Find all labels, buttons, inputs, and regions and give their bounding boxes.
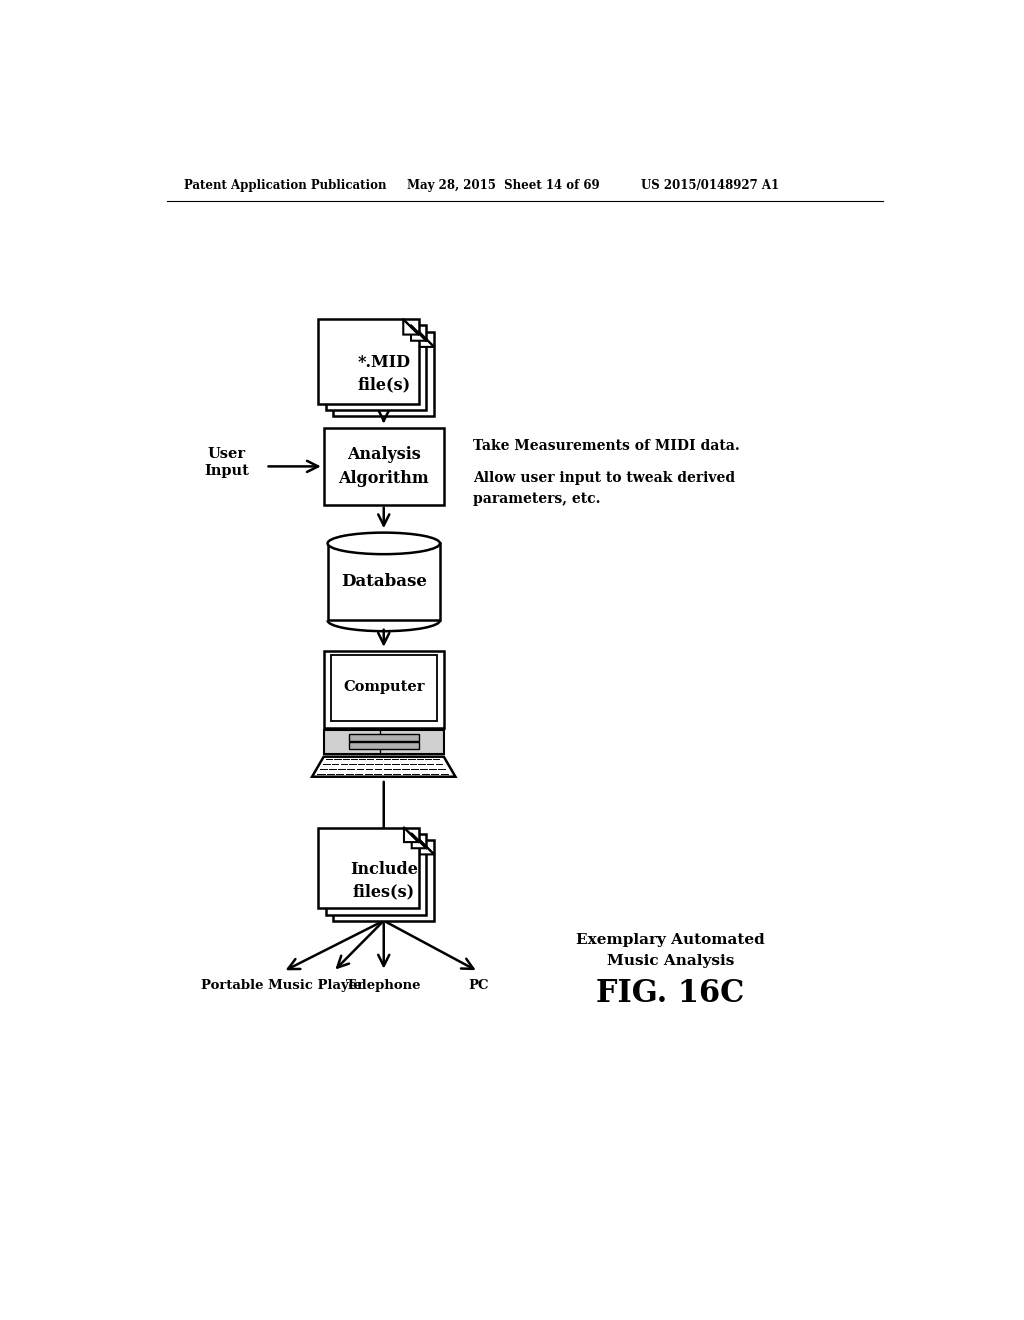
Text: Database: Database: [341, 573, 427, 590]
Polygon shape: [411, 326, 426, 341]
Polygon shape: [334, 840, 434, 921]
Text: FIG. 16C: FIG. 16C: [596, 978, 744, 1010]
Text: Computer: Computer: [343, 680, 425, 694]
Text: parameters, etc.: parameters, etc.: [473, 492, 601, 506]
Text: Portable Music Player: Portable Music Player: [202, 979, 365, 993]
Polygon shape: [324, 651, 443, 729]
Polygon shape: [419, 331, 434, 347]
Text: Include
files(s): Include files(s): [350, 861, 418, 900]
Text: Take Measurements of MIDI data.: Take Measurements of MIDI data.: [473, 440, 740, 453]
Polygon shape: [326, 326, 426, 411]
Polygon shape: [324, 730, 443, 755]
Text: Exemplary Automated: Exemplary Automated: [577, 933, 765, 946]
Polygon shape: [331, 655, 437, 721]
Polygon shape: [334, 331, 434, 416]
Polygon shape: [326, 834, 426, 915]
Ellipse shape: [328, 533, 440, 554]
Text: US 2015/0148927 A1: US 2015/0148927 A1: [641, 178, 779, 191]
Polygon shape: [317, 319, 419, 404]
Text: PC: PC: [468, 979, 488, 993]
Text: May 28, 2015  Sheet 14 of 69: May 28, 2015 Sheet 14 of 69: [407, 178, 600, 191]
Polygon shape: [420, 840, 434, 854]
Polygon shape: [349, 734, 419, 741]
Polygon shape: [324, 428, 443, 506]
Text: *.MID
file(s): *.MID file(s): [357, 354, 411, 393]
Text: Telephone: Telephone: [346, 979, 422, 993]
Polygon shape: [328, 544, 440, 620]
Polygon shape: [404, 828, 419, 842]
Text: Analysis
Algorithm: Analysis Algorithm: [339, 446, 429, 487]
Text: User
Input: User Input: [205, 447, 249, 478]
Text: Allow user input to tweak derived: Allow user input to tweak derived: [473, 471, 735, 484]
Polygon shape: [349, 742, 419, 750]
Polygon shape: [312, 756, 456, 776]
Text: Music Analysis: Music Analysis: [607, 954, 734, 968]
Polygon shape: [412, 834, 426, 849]
Polygon shape: [317, 828, 419, 908]
Text: Patent Application Publication: Patent Application Publication: [183, 178, 386, 191]
Polygon shape: [403, 319, 419, 334]
